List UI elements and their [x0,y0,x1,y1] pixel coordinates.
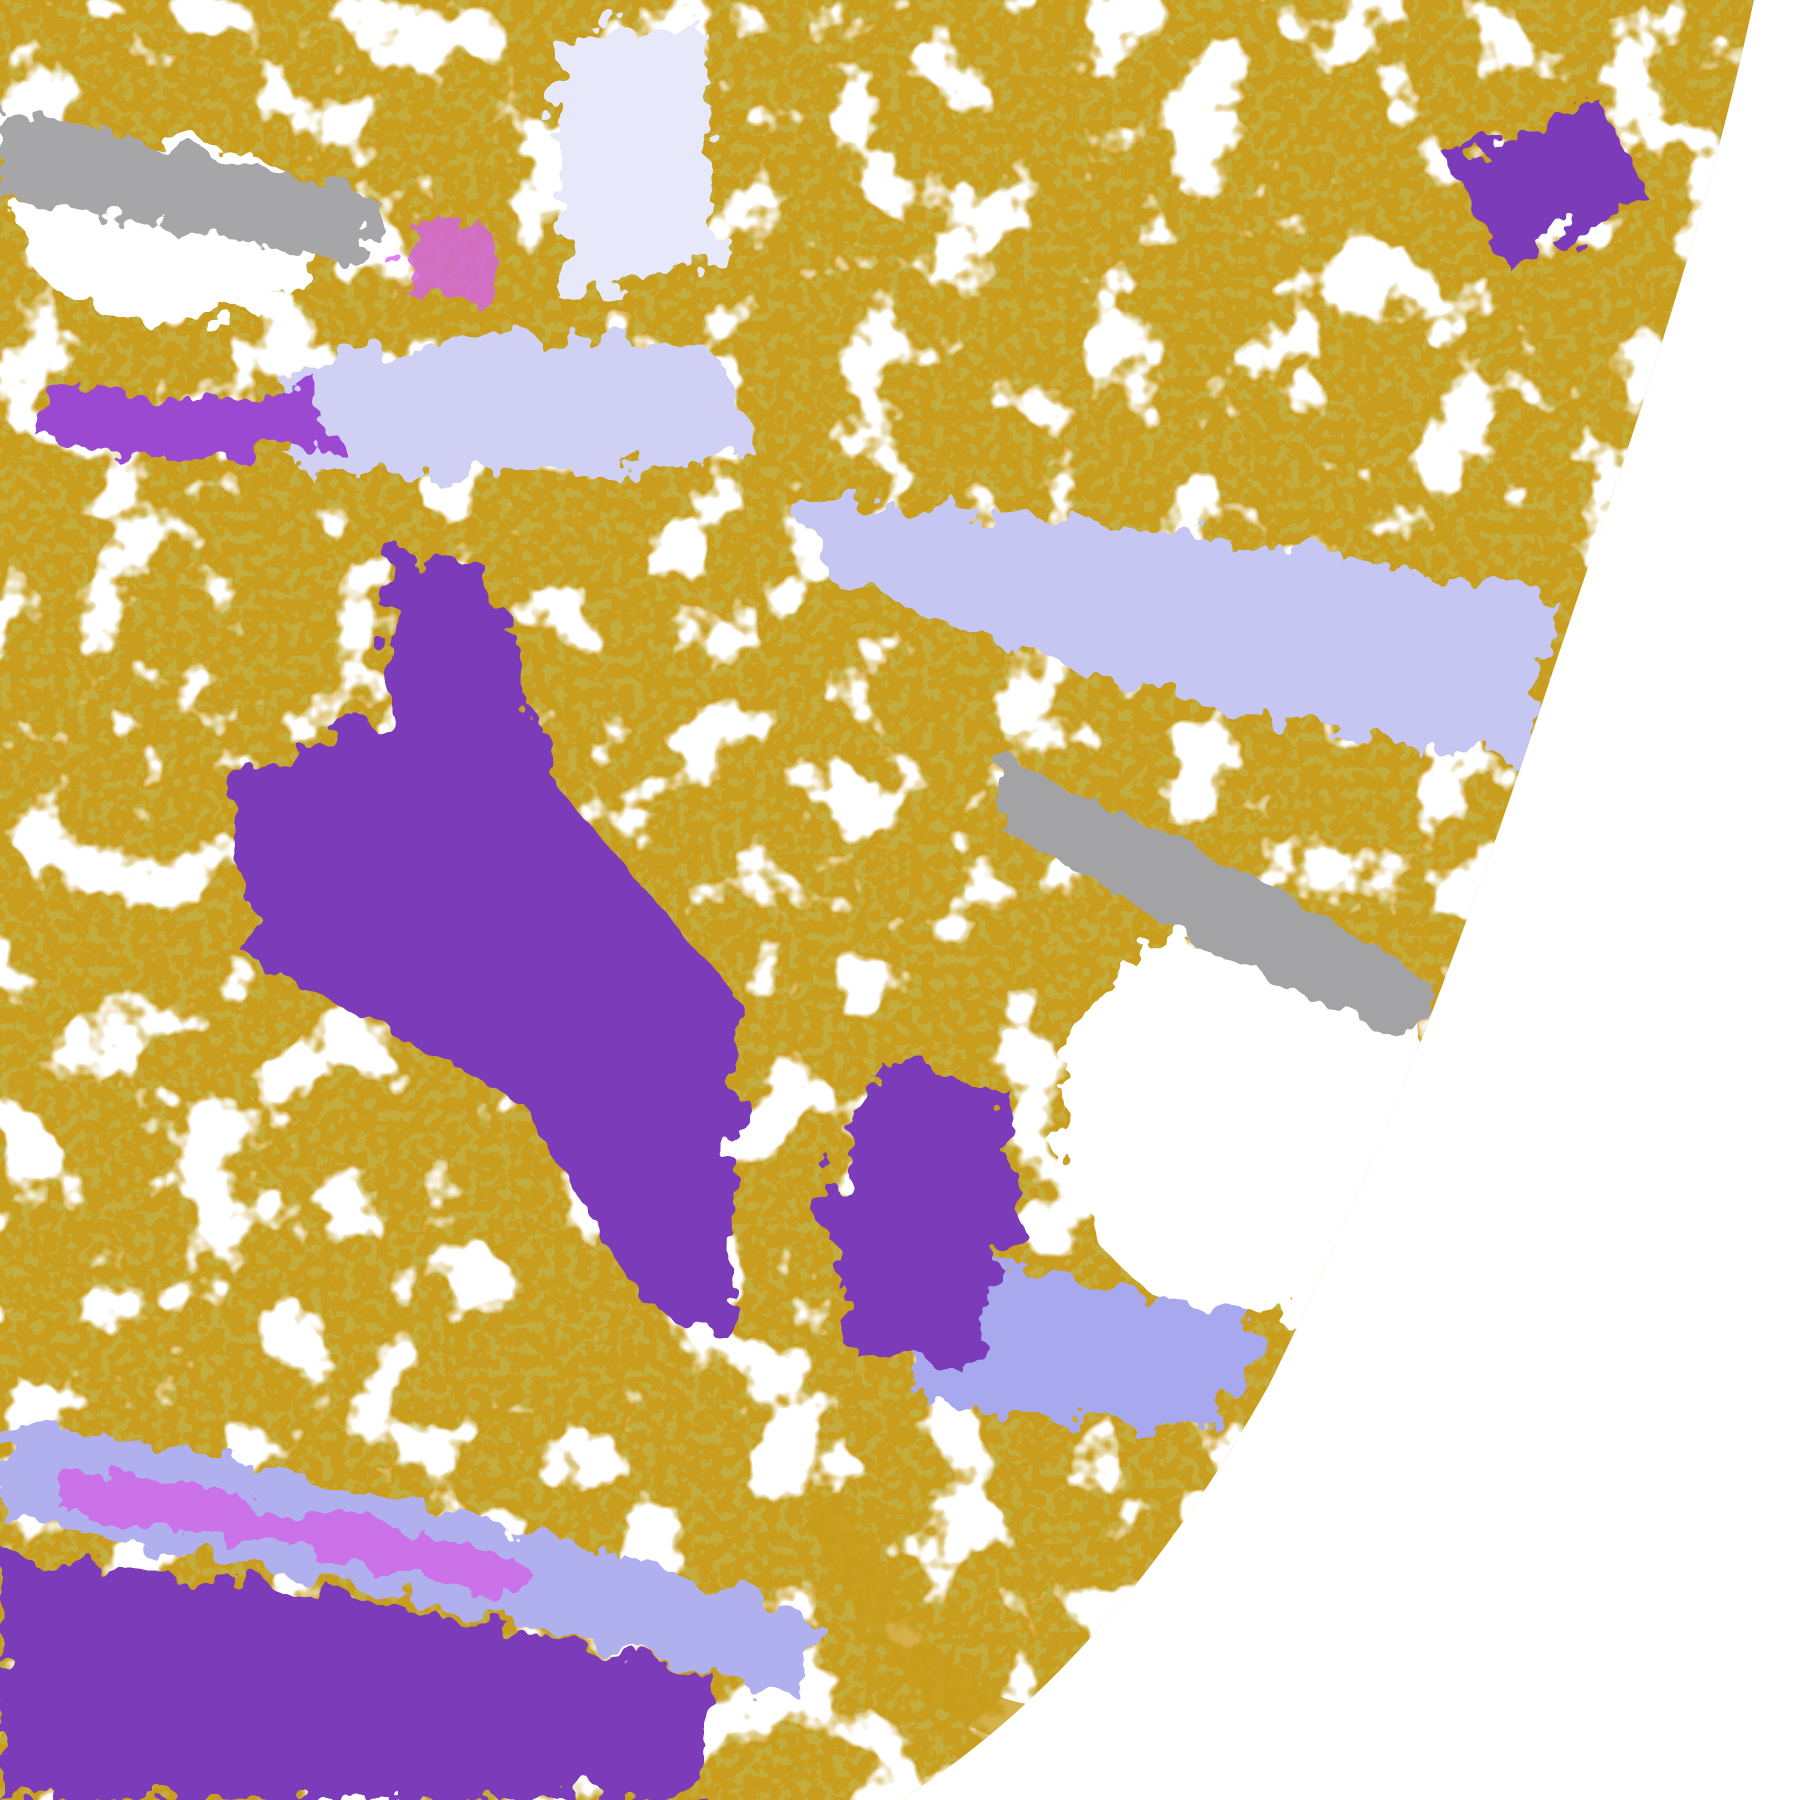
cloud [560,20,720,300]
purple-band [40,380,330,455]
purple-band [0,1560,720,1800]
cloud-layers [0,20,1560,1700]
magenta-band [400,220,500,300]
purple-band [230,560,740,1340]
cloud [800,500,1560,760]
purple-band [1450,100,1650,260]
magenta-band [60,1470,520,1600]
clear-area [1060,920,1440,1320]
purple-band [820,1060,1020,1370]
mid-cloud [60,220,520,1600]
high-cloud [0,100,1650,1800]
cloud [990,760,1440,1040]
cloud [0,110,380,260]
cloud [280,334,760,474]
cloud [920,1260,1260,1427]
